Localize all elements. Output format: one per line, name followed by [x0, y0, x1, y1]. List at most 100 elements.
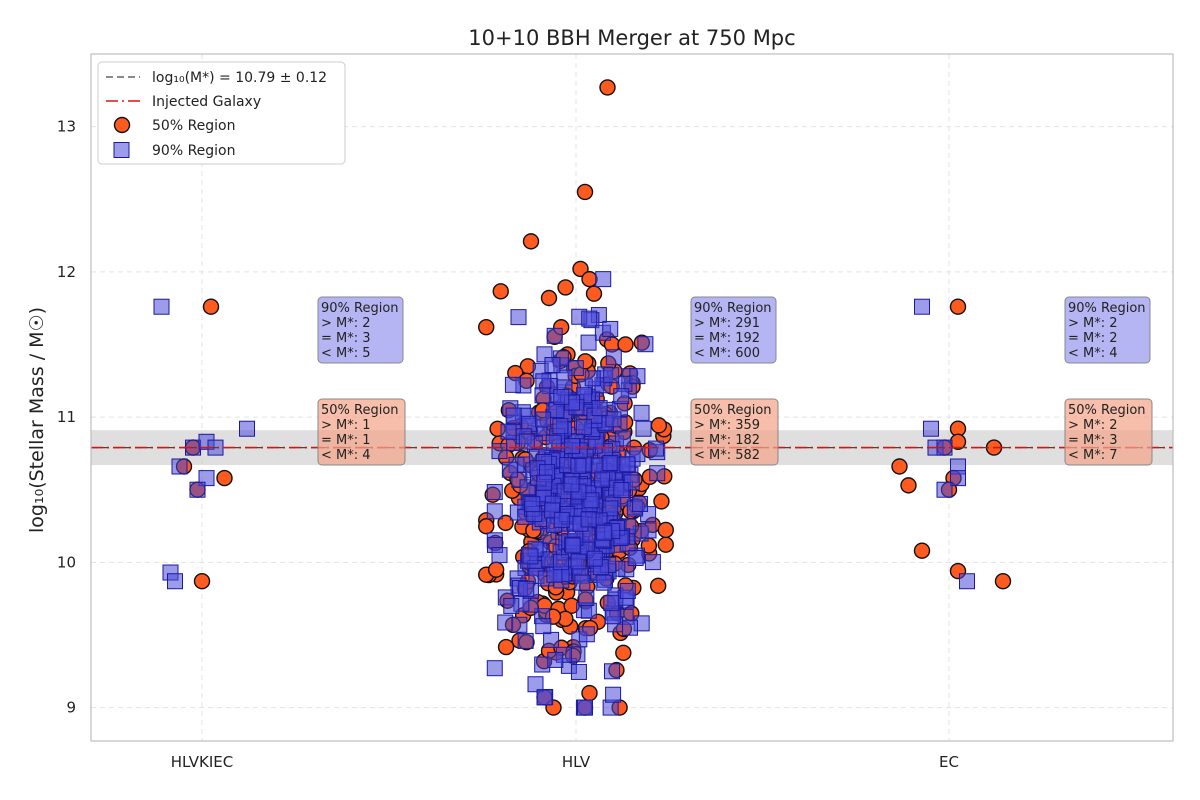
point-90-region	[959, 573, 975, 590]
legend-frame	[97, 61, 346, 165]
point-90-region	[580, 511, 597, 528]
annotation-line: 50% Region	[321, 403, 399, 418]
point-90-region	[605, 349, 622, 366]
point-90-region	[547, 651, 564, 668]
point-90-region	[570, 553, 587, 570]
point-90-region	[627, 549, 644, 566]
point-90-region	[522, 548, 539, 565]
point-90-region	[491, 547, 508, 564]
point-90-region	[605, 686, 622, 703]
point-90-region	[510, 309, 527, 326]
point-90-region	[583, 492, 600, 509]
point-90-region	[605, 411, 622, 428]
legend-label: log₁₀(M*) = 10.79 ± 0.12	[152, 70, 327, 86]
point-90-region	[635, 420, 652, 437]
annotation-line: = M*: 192	[694, 331, 760, 346]
point-90-region	[552, 418, 569, 435]
legend: log₁₀(M*) = 10.79 ± 0.12 Injected Galaxy 5…	[97, 61, 346, 165]
point-90-region	[619, 582, 636, 599]
annotation-line: 90% Region	[694, 301, 772, 316]
point-90-region	[189, 481, 206, 498]
point-50-region	[585, 285, 603, 302]
region-annotations: 90% Region> M*: 2= M*: 3< M*: 550% Regio…	[317, 296, 1153, 466]
point-90-region	[595, 271, 612, 288]
point-90-region	[552, 554, 569, 571]
point-50-region	[617, 336, 634, 353]
point-50-region	[540, 289, 558, 307]
point-50-region	[557, 279, 574, 296]
point-50-region	[216, 469, 233, 487]
y-axis-label: log₁₀(Stellar Mass / M☉)	[26, 307, 48, 533]
point-90-region	[936, 481, 953, 498]
point-90-region	[527, 676, 544, 693]
point-90-region	[591, 400, 608, 417]
point-50-region	[891, 458, 908, 475]
point-90-region	[486, 484, 503, 501]
point-50-region	[497, 638, 515, 656]
annotation-background	[317, 398, 406, 466]
point-90-region	[580, 334, 597, 351]
point-90-region	[518, 433, 535, 450]
annotation-line: 90% Region	[1068, 301, 1146, 316]
point-90-region	[535, 411, 552, 428]
annotation-line: > M*: 291	[694, 316, 760, 331]
x-tick-label: EC	[939, 753, 959, 771]
point-90-region	[553, 511, 570, 528]
point-50-region	[913, 542, 931, 559]
point-50-region	[900, 477, 917, 494]
point-50-region	[650, 417, 668, 434]
point-50-region	[615, 644, 632, 662]
point-90-region	[544, 357, 561, 374]
point-90-region	[153, 298, 170, 315]
point-50-region	[572, 260, 589, 278]
point-90-region	[511, 616, 528, 633]
point-90-region	[647, 440, 664, 457]
annotation-line: 50% Region	[694, 403, 772, 418]
annotation-line: 50% Region	[1068, 403, 1146, 418]
point-90-region	[649, 465, 666, 482]
annotation-line: 90% Region	[321, 301, 399, 316]
point-90-region	[584, 370, 601, 387]
annotation-line: > M*: 2	[1068, 316, 1118, 331]
point-90-region	[950, 470, 966, 487]
annotation-line: > M*: 2	[1068, 418, 1118, 433]
point-90-region	[486, 503, 503, 520]
point-50-region	[576, 183, 594, 201]
point-90-region	[535, 373, 552, 390]
annotation-background	[317, 296, 404, 364]
legend-label: Injected Galaxy	[152, 94, 261, 110]
point-90-region	[517, 632, 534, 649]
x-tick-label: HLVKIEC	[171, 753, 233, 771]
point-90-region	[640, 522, 657, 539]
point-90-region	[632, 495, 649, 512]
point-90-region	[504, 376, 521, 393]
legend-50-swatch	[113, 116, 131, 134]
point-90-region	[602, 455, 619, 472]
point-90-region	[575, 419, 592, 436]
point-90-region	[604, 663, 620, 680]
annotation-line: > M*: 2	[321, 316, 371, 331]
legend-label: 50% Region	[152, 118, 236, 134]
point-50-region	[657, 536, 674, 553]
point-50-region	[994, 573, 1012, 590]
annotation-line: < M*: 4	[321, 448, 371, 463]
point-90-region	[578, 626, 595, 643]
annotation-line: < M*: 4	[1068, 346, 1118, 361]
axis-ticks: 9 10 11 12 13 HLVKIEC HLV EC	[57, 118, 959, 771]
point-90-region	[535, 618, 552, 635]
point-90-region	[603, 367, 620, 384]
annotation-line: < M*: 5	[321, 346, 371, 361]
point-90-region	[239, 420, 255, 437]
point-90-region	[594, 471, 611, 488]
point-90-region	[564, 438, 581, 455]
point-90-region	[633, 404, 650, 421]
annotation-background	[690, 398, 779, 466]
point-50-region	[599, 79, 616, 96]
point-90-region	[570, 663, 587, 680]
point-50-region	[478, 518, 495, 535]
point-50-region	[492, 283, 509, 300]
annotation-box: 90% Region> M*: 291= M*: 192< M*: 600	[690, 296, 777, 364]
point-90-region	[586, 550, 603, 567]
point-90-region	[545, 434, 562, 451]
annotation-box: 50% Region> M*: 2= M*: 3< M*: 7	[1064, 398, 1153, 466]
